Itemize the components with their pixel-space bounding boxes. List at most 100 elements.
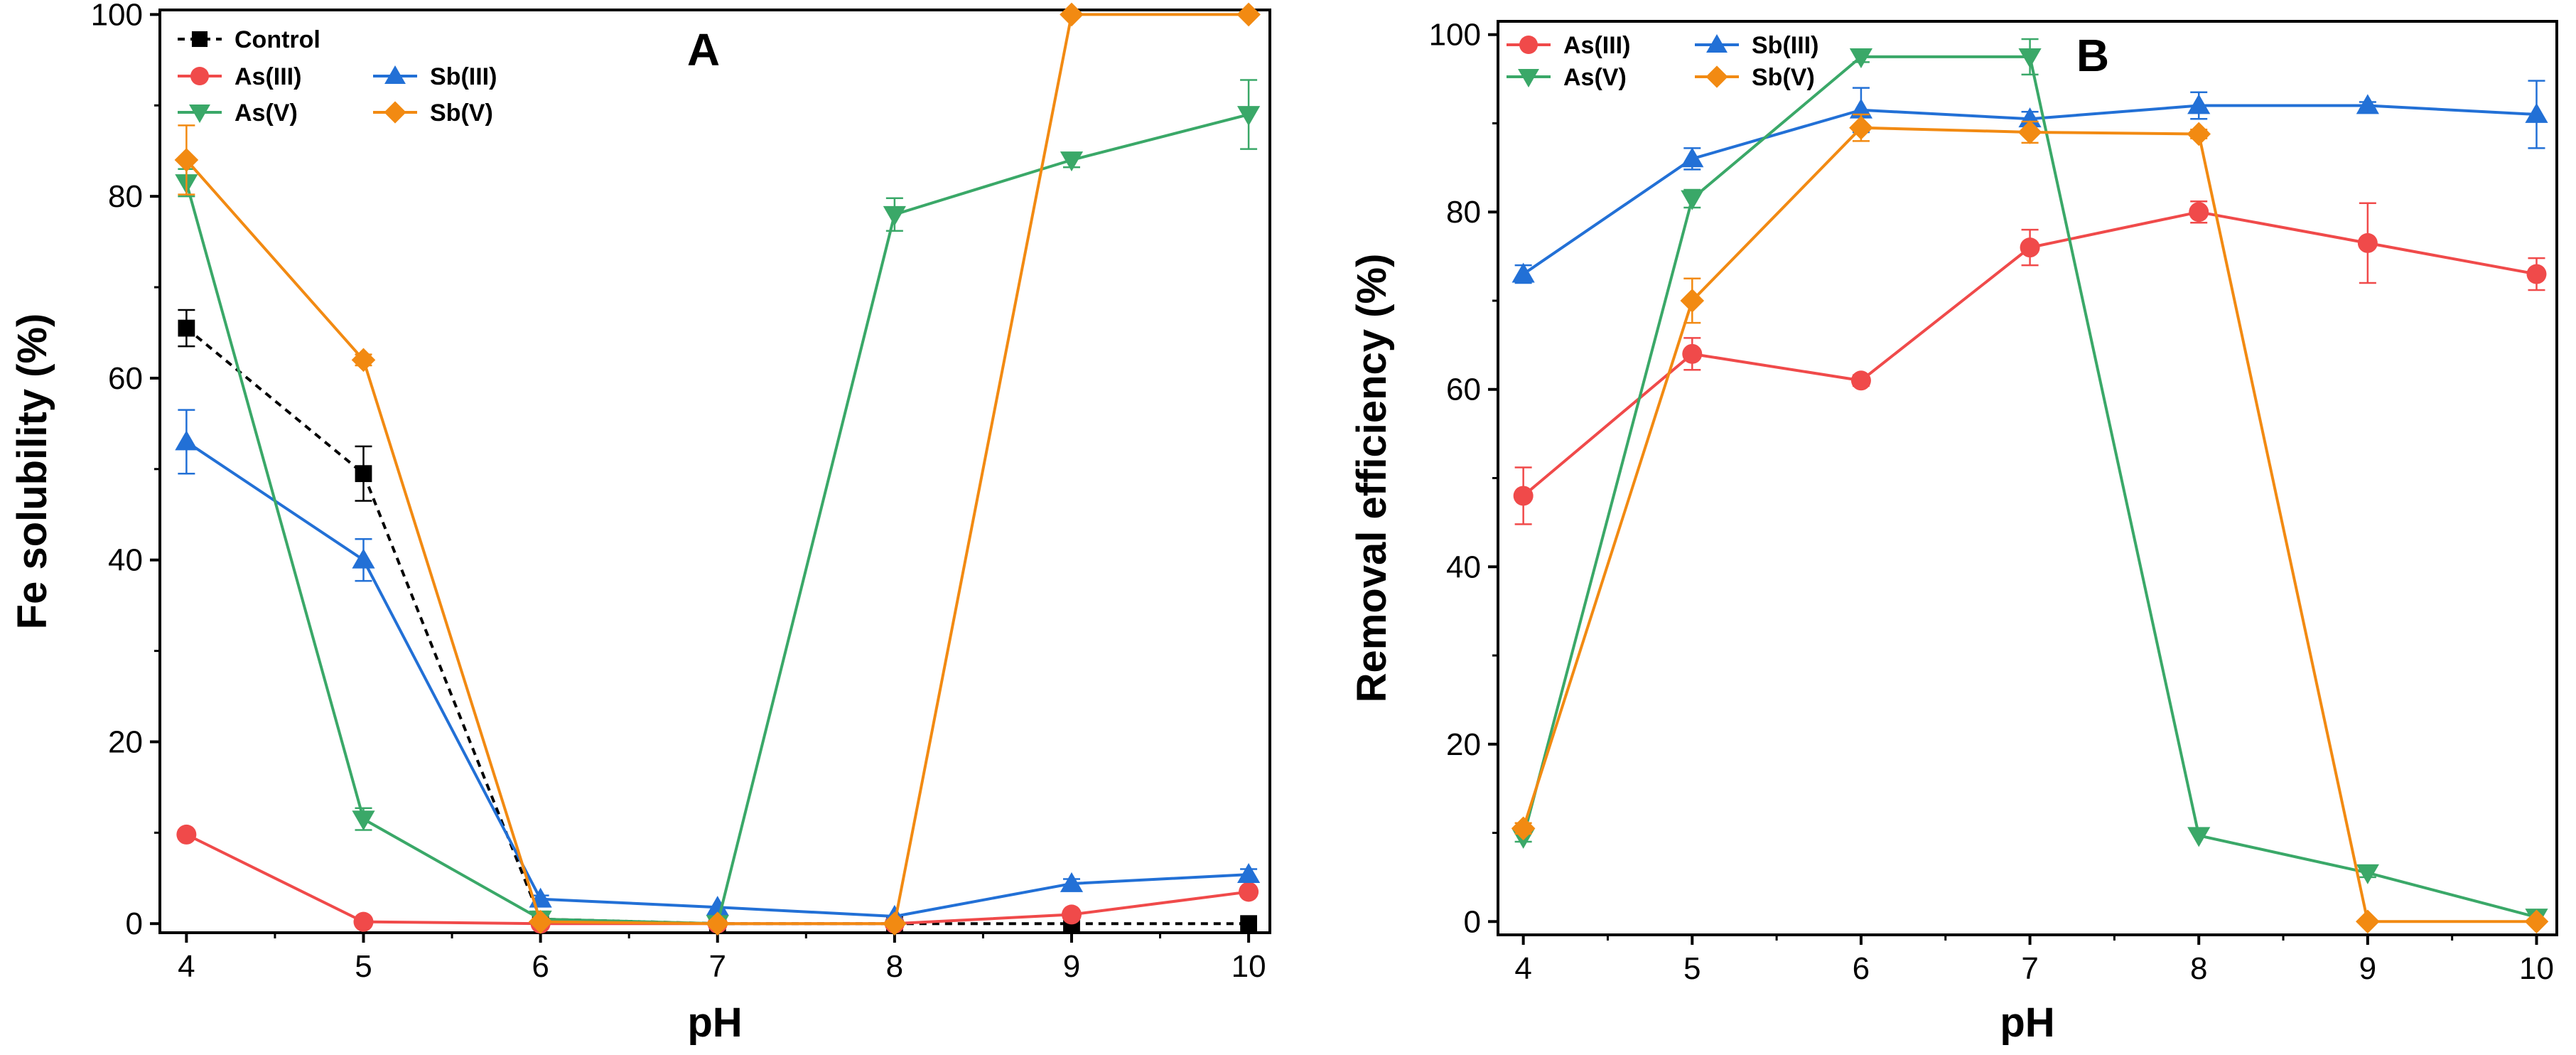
panel-a-series-as-iii-point	[1061, 904, 1082, 925]
panel-a-y-tick-label: 40	[108, 543, 143, 578]
panel-a-legend-entry-sb-iii: Sb(III)	[373, 63, 497, 90]
panel-b-series-as-iii-point	[1850, 370, 1871, 391]
panel-b-series-as-v-point	[2018, 48, 2042, 69]
panel-a-legend-entry-control-marker	[191, 31, 208, 48]
panel-a-x-axis-title: pH	[687, 1000, 742, 1046]
panel-a-series-sb-iii-point	[352, 548, 375, 569]
panel-b-legend-entry-sb-v: Sb(V)	[1695, 64, 1815, 91]
panel-a-series-sb-iii-point	[1060, 872, 1084, 892]
panel-a-series-sb-v-line	[185, 13, 1249, 926]
panel-a-series-as-v-point	[352, 810, 375, 831]
panel-a-legend-entry-control-label: Control	[235, 26, 320, 53]
panel-b-panel-letter: B	[2076, 30, 2109, 81]
panel-b-series-sb-iii-point	[2356, 94, 2379, 114]
panel-b-series-sb-v-point	[1511, 816, 1536, 841]
panel-b-y-axis-title: Removal efficiency (%)	[1349, 254, 1395, 703]
panel-a-series-control-line	[185, 327, 1249, 926]
panel-a-legend: Control As(III) Sb(III) As(V) Sb(V)	[178, 26, 497, 127]
panel-b-x-tick-label: 5	[1683, 951, 1701, 986]
panel-b-x-tick-label: 10	[2519, 951, 2554, 986]
panel-a-legend-entry-as-iii-marker	[190, 67, 209, 85]
panel-b-series-sb-v-point	[1680, 289, 1705, 313]
panel-b-y-tick-label: 0	[1464, 904, 1481, 939]
panel-a-legend-entry-as-iii-label: As(III)	[235, 63, 301, 90]
panel-b-series-sb-iii-point	[1681, 147, 1704, 168]
panel-a-x-tick-label: 7	[708, 949, 726, 984]
panel-b-legend-entry-sb-iii: Sb(III)	[1695, 32, 1818, 59]
panel-a-legend-entry-sb-iii-label: Sb(III)	[430, 63, 497, 90]
panel-b-legend-entry-as-iii-marker	[1519, 36, 1538, 54]
panel-a-series-sb-v	[174, 2, 1261, 936]
panel-a-x-tick-label: 6	[532, 949, 549, 984]
panel-b-series-as-iii-point	[2526, 264, 2547, 284]
panel-a-series-control-point	[355, 465, 372, 483]
panel-a-series-sb-v-point	[174, 148, 199, 172]
panel-b-series-as-iii-point	[2357, 232, 2378, 253]
panel-a-series-as-iii-point	[353, 911, 374, 932]
panel-a-series-sb-iii-point	[175, 430, 198, 451]
panel-a-legend-entry-as-iii: As(III)	[178, 63, 301, 90]
panel-a-series-sb-iii-line	[185, 440, 1249, 918]
panel-b-series-sb-iii-point	[2525, 102, 2548, 123]
panel-a-series-sb-v-point	[1236, 2, 1261, 27]
panel-b-series-as-iii-point	[1682, 343, 1703, 364]
panel-a-x-tick-label: 10	[1232, 949, 1266, 984]
panel-a-series-as-v-point	[883, 205, 906, 226]
panel-a-y-tick-label: 20	[108, 724, 143, 759]
panel-b-series-as-v	[1511, 38, 2548, 929]
panel-b-x-tick-label: 8	[2190, 951, 2207, 986]
panel-b-series-as-iii-point	[1513, 486, 1534, 506]
panel-b-series-sb-v-point	[2356, 909, 2380, 934]
panel-b-series-sb-iii-point	[2187, 94, 2211, 114]
panel-a-series-sb-v-point	[1060, 2, 1084, 27]
panel-b-legend-entry-as-v: As(V)	[1507, 64, 1627, 91]
panel-b-legend-entry-sb-iii-marker	[1706, 34, 1728, 53]
panel-a-series-control-point	[1240, 915, 1258, 933]
panel-a-legend-entry-sb-v: Sb(V)	[373, 100, 493, 127]
panel-b-x-tick-label: 6	[1853, 951, 1870, 986]
panel-a-legend-entry-as-v: As(V)	[178, 100, 298, 127]
panel-a-plot-frame	[158, 9, 1271, 934]
panel-b-series-sb-v-point	[2187, 122, 2211, 146]
panel-a-y-axis-title: Fe solubility (%)	[9, 314, 55, 630]
panel-a-series-control-point	[178, 319, 195, 337]
panel-b-series-as-iii-point	[2020, 237, 2040, 258]
panel-a-panel-letter: A	[687, 24, 720, 75]
panel-b-legend-entry-as-v-marker	[1518, 68, 1539, 87]
panel-b-y-tick-label: 40	[1446, 550, 1481, 584]
panel-b-x-tick-label: 7	[2021, 951, 2038, 986]
panel-a-y-tick-label: 60	[108, 361, 143, 396]
panel-a-series-sb-iii	[175, 409, 1261, 925]
panel-a-y-tick-label: 100	[91, 0, 143, 32]
panel-b-series-as-v-point	[1849, 48, 1873, 69]
panel-b-series-as-v-point	[1681, 190, 1704, 210]
panel-a-legend-entry-sb-iii-marker	[384, 65, 406, 85]
panel-a-series-control	[178, 309, 1258, 933]
panel-a-x-tick-label: 9	[1063, 949, 1080, 984]
panel-b-y-tick-label: 80	[1446, 195, 1481, 230]
panel-b-series-sb-iii	[1511, 80, 2548, 284]
panel-b-legend-entry-sb-iii-label: Sb(III)	[1752, 32, 1818, 59]
panel-b-legend-entry-as-iii: As(III)	[1507, 32, 1630, 59]
panel-a-series-sb-v-point	[528, 909, 553, 934]
panel-b-legend-entry-sb-v-label: Sb(V)	[1752, 64, 1815, 91]
panel-b-y-tick-label: 20	[1446, 727, 1481, 762]
panel-a-y-tick-label: 0	[126, 906, 143, 941]
panel-b-series-sb-v-point	[2017, 120, 2042, 144]
panel-a-legend-entry-as-v-label: As(V)	[235, 100, 298, 127]
panel-a-series-sb-iii-point	[1237, 863, 1261, 884]
panel-a-series-as-v	[175, 79, 1261, 936]
panel-a-series-sb-v-point	[351, 348, 376, 373]
panel-b-plot-frame	[1497, 20, 2558, 936]
panel-b-legend-entry-as-v-label: As(V)	[1563, 64, 1627, 91]
panel-a-series-sb-v-point	[883, 911, 907, 936]
panel-b-legend: As(III) Sb(III) As(V) Sb(V)	[1507, 32, 1818, 91]
panel-b-series-sb-iii-point	[1511, 262, 1535, 283]
panel-a-legend-entry-sb-v-label: Sb(V)	[430, 100, 493, 127]
panel-b-x-tick-label: 9	[2359, 951, 2376, 986]
panel-b-series-sb-v-point	[2524, 909, 2549, 934]
panel-b-y-tick-label: 100	[1429, 18, 1481, 53]
panel-a-series-as-v-line	[185, 113, 1249, 926]
